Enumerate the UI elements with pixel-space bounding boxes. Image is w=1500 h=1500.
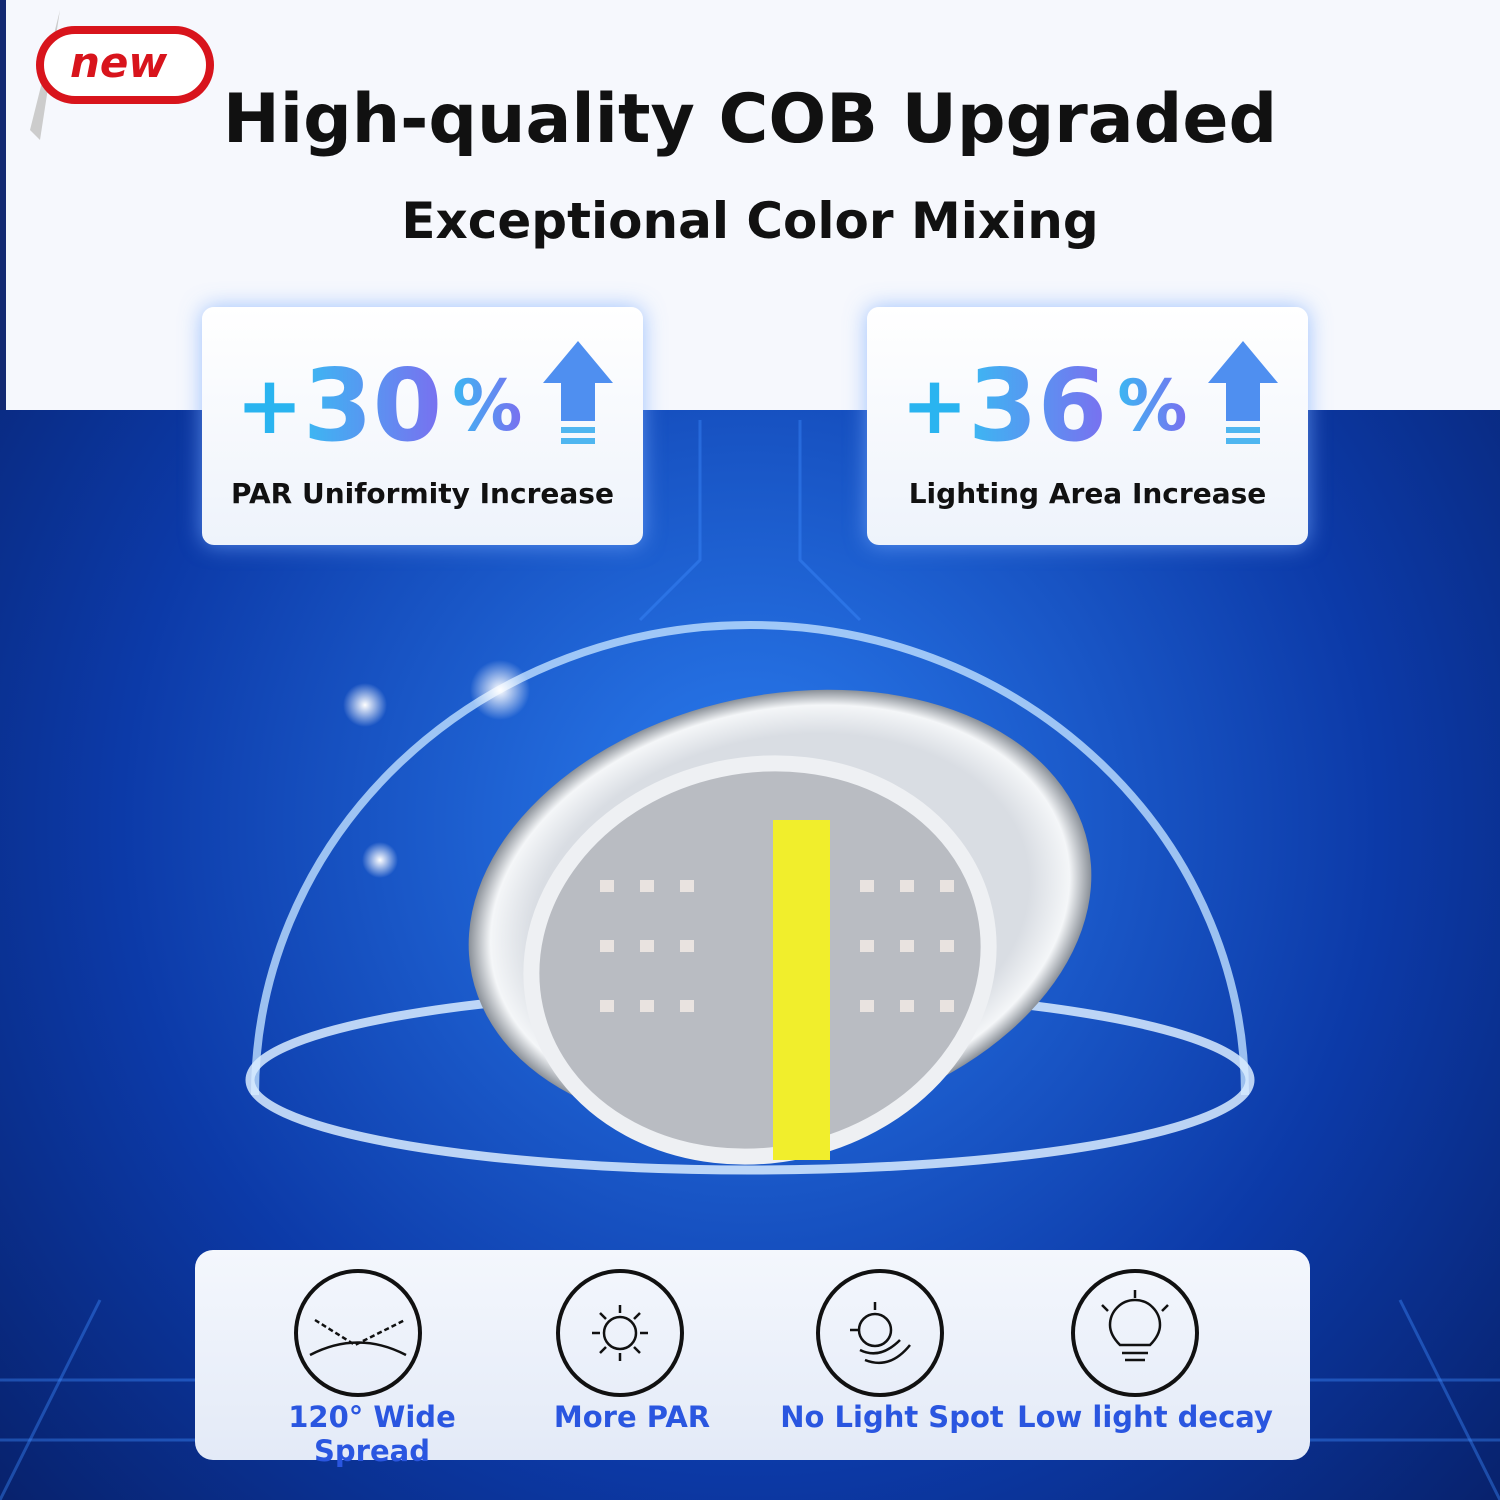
stat-card: +36% Lighting Area Increase xyxy=(867,307,1308,545)
stat-card: +30% PAR Uniformity Increase xyxy=(202,307,643,545)
stat-unit: % xyxy=(452,364,523,447)
new-badge: new xyxy=(70,38,168,87)
feature-icons xyxy=(294,1269,1199,1397)
stat-unit: % xyxy=(1117,364,1188,447)
stat-number: 36 xyxy=(968,347,1108,464)
title: High-quality COB Upgraded xyxy=(222,80,1278,159)
up-arrow xyxy=(1208,341,1278,444)
stat-sign: + xyxy=(901,359,969,452)
stat-sign: + xyxy=(236,359,304,452)
subtitle: Exceptional Color Mixing xyxy=(401,192,1099,250)
stat-value: +30% xyxy=(236,347,522,464)
feature-label: More PAR xyxy=(553,1400,711,1434)
stat-label: PAR Uniformity Increase xyxy=(231,477,614,510)
feature-label: 120° Wide Spread xyxy=(288,1400,456,1468)
stat-label: Lighting Area Increase xyxy=(908,477,1267,510)
feature-label: Low light decay xyxy=(1017,1400,1273,1434)
stat-value: +36% xyxy=(901,347,1187,464)
feature-panel xyxy=(195,1250,1310,1460)
up-arrow xyxy=(543,341,613,444)
stat-number: 30 xyxy=(303,347,443,464)
feature-label: No Light Spot xyxy=(780,1400,1004,1434)
